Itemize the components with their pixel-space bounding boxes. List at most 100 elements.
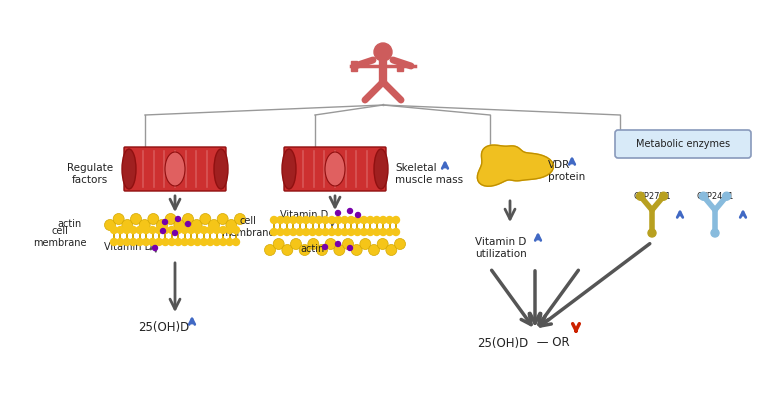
Circle shape — [213, 238, 221, 246]
Circle shape — [192, 220, 202, 230]
Circle shape — [380, 217, 387, 224]
Ellipse shape — [165, 152, 185, 186]
Circle shape — [220, 226, 227, 234]
Circle shape — [123, 226, 130, 234]
Circle shape — [300, 244, 310, 256]
Circle shape — [316, 228, 322, 236]
Text: — OR: — OR — [533, 336, 570, 349]
Polygon shape — [477, 145, 553, 186]
Circle shape — [226, 226, 233, 234]
Bar — [351, 61, 357, 71]
Circle shape — [377, 238, 388, 250]
Circle shape — [322, 228, 329, 236]
Circle shape — [122, 220, 133, 230]
Circle shape — [325, 238, 336, 250]
Circle shape — [270, 228, 277, 236]
Circle shape — [367, 228, 374, 236]
Text: CYP27B1: CYP27B1 — [633, 192, 671, 201]
Circle shape — [123, 238, 130, 246]
Circle shape — [201, 238, 208, 246]
Circle shape — [394, 238, 405, 250]
Circle shape — [162, 238, 169, 246]
Text: Regulate
factors: Regulate factors — [67, 163, 113, 185]
Circle shape — [139, 220, 150, 230]
Circle shape — [213, 226, 221, 234]
Circle shape — [341, 217, 348, 224]
Circle shape — [386, 228, 393, 236]
Circle shape — [194, 226, 201, 234]
Circle shape — [334, 244, 345, 256]
Circle shape — [181, 226, 188, 234]
Circle shape — [380, 228, 387, 236]
Circle shape — [188, 238, 195, 246]
Text: Vitamin D: Vitamin D — [280, 210, 329, 220]
Circle shape — [309, 217, 316, 224]
Circle shape — [329, 217, 336, 224]
Circle shape — [373, 217, 380, 224]
Circle shape — [296, 228, 303, 236]
FancyBboxPatch shape — [124, 147, 226, 191]
Text: actin: actin — [57, 219, 82, 229]
Circle shape — [129, 226, 137, 234]
Ellipse shape — [122, 149, 136, 189]
Circle shape — [226, 220, 237, 230]
Circle shape — [316, 217, 322, 224]
Circle shape — [722, 192, 731, 200]
Circle shape — [277, 228, 284, 236]
Circle shape — [220, 238, 227, 246]
Circle shape — [182, 213, 194, 224]
Circle shape — [165, 213, 176, 224]
Circle shape — [355, 213, 361, 217]
Circle shape — [110, 226, 117, 234]
Circle shape — [201, 226, 208, 234]
Text: Skeletal
muscle mass: Skeletal muscle mass — [395, 163, 463, 185]
Circle shape — [282, 244, 293, 256]
Circle shape — [290, 217, 296, 224]
Circle shape — [208, 220, 220, 230]
Circle shape — [207, 238, 214, 246]
Circle shape — [162, 220, 168, 224]
Circle shape — [175, 217, 181, 222]
Circle shape — [175, 226, 182, 234]
Circle shape — [181, 238, 188, 246]
Circle shape — [648, 229, 656, 237]
Circle shape — [348, 228, 355, 236]
Circle shape — [699, 192, 708, 200]
Text: cell
membrane: cell membrane — [221, 216, 275, 238]
Circle shape — [156, 220, 168, 230]
Circle shape — [117, 238, 124, 246]
Circle shape — [322, 217, 329, 224]
Circle shape — [309, 228, 316, 236]
Circle shape — [660, 192, 668, 200]
Circle shape — [351, 244, 362, 256]
Circle shape — [290, 238, 302, 250]
Circle shape — [233, 226, 240, 234]
Circle shape — [142, 238, 149, 246]
Circle shape — [152, 246, 158, 250]
Circle shape — [273, 238, 284, 250]
Circle shape — [148, 213, 159, 224]
Circle shape — [373, 228, 380, 236]
Circle shape — [142, 226, 149, 234]
Circle shape — [200, 213, 211, 224]
Circle shape — [117, 226, 124, 234]
Circle shape — [711, 229, 719, 237]
Circle shape — [161, 228, 165, 234]
Circle shape — [348, 246, 352, 250]
Circle shape — [113, 213, 124, 224]
Circle shape — [110, 238, 117, 246]
Text: Metabolic enzymes: Metabolic enzymes — [636, 139, 730, 149]
Circle shape — [303, 228, 309, 236]
Circle shape — [136, 226, 143, 234]
Text: CYP24A1: CYP24A1 — [696, 192, 734, 201]
Text: VDR
protein: VDR protein — [548, 160, 585, 181]
Circle shape — [162, 226, 169, 234]
Circle shape — [341, 228, 348, 236]
Circle shape — [104, 220, 116, 230]
Circle shape — [386, 244, 397, 256]
Circle shape — [374, 43, 392, 61]
Circle shape — [185, 222, 191, 226]
Circle shape — [174, 220, 185, 230]
Circle shape — [335, 228, 342, 236]
Circle shape — [360, 238, 371, 250]
